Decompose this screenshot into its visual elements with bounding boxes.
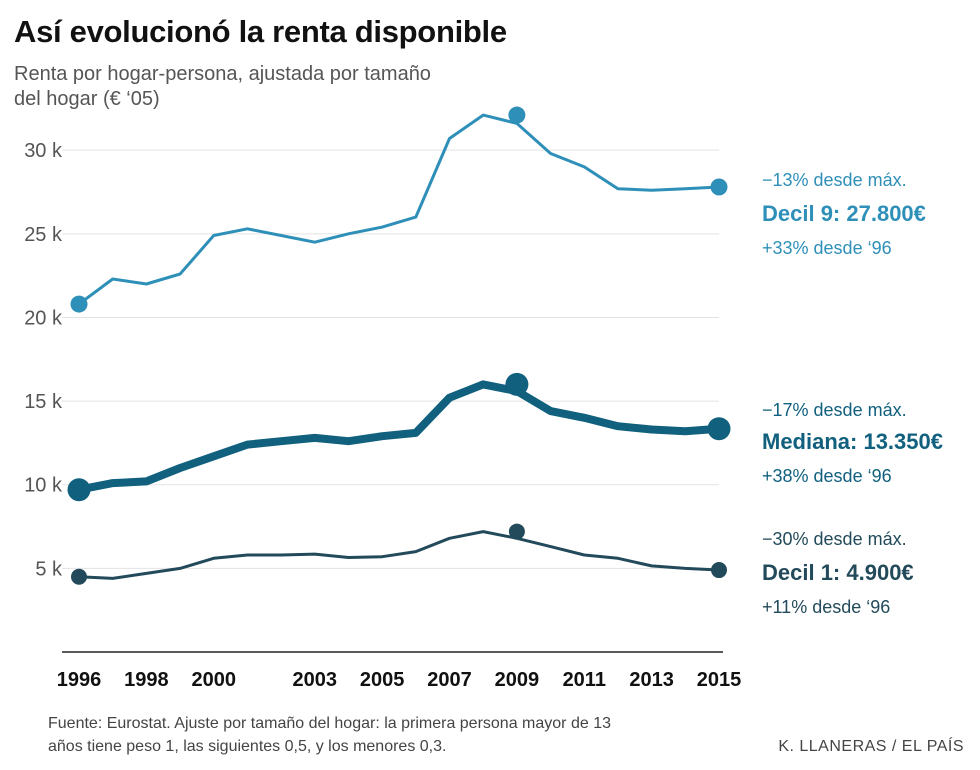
series-lines <box>67 106 731 585</box>
label-value-decil1: Decil 1: 4.900€ <box>762 560 914 585</box>
x-tick-label: 1998 <box>124 669 169 691</box>
y-tick-label: 30 k <box>24 140 63 162</box>
series-line-mediana <box>75 380 723 494</box>
label-note-max-mediana: −17% desde máx. <box>762 400 907 420</box>
x-tick-label: 2005 <box>360 669 405 691</box>
label-note-start-decil9: +33% desde ‘96 <box>762 238 892 258</box>
marker-mediana <box>67 478 91 502</box>
label-note-start-decil1: +11% desde ‘96 <box>762 597 890 617</box>
y-tick-label: 10 k <box>24 475 63 497</box>
marker-decil9 <box>508 106 526 124</box>
x-tick-label: 1996 <box>57 669 102 691</box>
label-note-max-decil1: −30% desde máx. <box>762 529 907 549</box>
marker-decil1 <box>71 568 87 585</box>
series-labels: −13% desde máx. Decil 9: 27.800€ +33% desd… <box>762 170 943 617</box>
grid-layer <box>62 149 723 653</box>
label-value-decil9: Decil 9: 27.800€ <box>762 201 926 226</box>
series-line-decil9 <box>77 113 721 306</box>
y-tick-label: 15 k <box>24 391 63 413</box>
chart-title: Así evolucionó la renta disponible <box>14 14 507 49</box>
x-tick-label: 2000 <box>191 669 236 691</box>
chart-subtitle: Renta por hogar-persona, ajustada por ta… <box>14 63 431 110</box>
source-footnote: Fuente: Eurostat. Ajuste por tamaño del … <box>48 715 611 755</box>
x-tick-label: 2011 <box>563 669 606 691</box>
label-note-start-mediana: +38% desde ‘96 <box>762 466 892 486</box>
marker-decil1 <box>508 523 525 540</box>
x-axis-ticks: 1996 1998 2000 2003 2005 2007 2009 2011 2013 2015 <box>57 669 742 691</box>
x-tick-label: 2013 <box>629 669 674 691</box>
y-tick-label: 25 k <box>24 224 63 246</box>
x-tick-label: 2015 <box>697 669 742 691</box>
x-tick-label: 2009 <box>495 669 540 691</box>
marker-mediana <box>505 372 529 396</box>
marker-decil9 <box>70 295 88 313</box>
marker-mediana <box>707 417 731 441</box>
x-tick-label: 2007 <box>427 669 472 691</box>
series-line-decil1 <box>77 530 721 580</box>
credit-line: K. LLANERAS / EL PAÍS <box>778 738 964 755</box>
marker-decil9 <box>710 178 728 196</box>
x-tick-label: 2003 <box>293 669 338 691</box>
label-value-mediana: Mediana: 13.350€ <box>762 429 943 454</box>
label-note-max-decil9: −13% desde máx. <box>762 170 907 190</box>
y-axis-ticks: 5 k 10 k 15 k 20 k 25 k 30 k <box>24 140 63 580</box>
marker-decil1 <box>711 562 727 579</box>
y-tick-label: 20 k <box>24 307 63 329</box>
y-tick-label: 5 k <box>35 558 63 580</box>
